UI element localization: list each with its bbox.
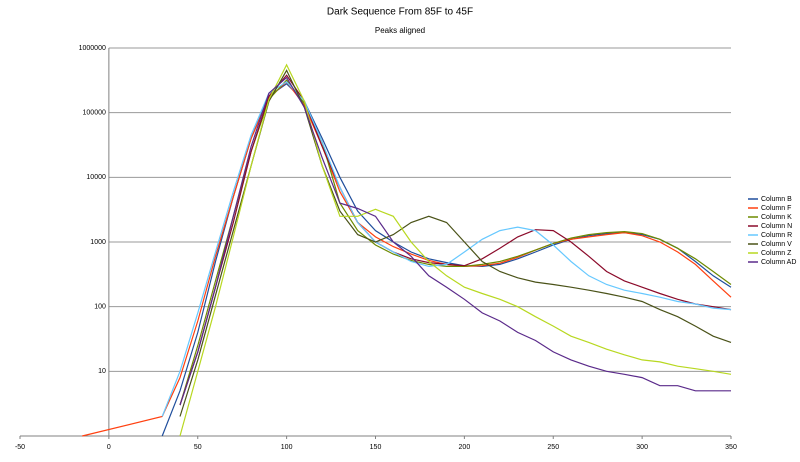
y-tick-label: 100000 [83,110,106,117]
legend-label: Column AD [761,259,796,266]
x-tick-label: 300 [636,444,648,451]
series-line [82,80,732,437]
legend-label: Column K [761,214,792,221]
legend-label: Column F [761,205,791,212]
legend-label: Column Z [761,250,792,257]
legend-label: Column R [761,232,792,239]
y-tick-label: 1000 [90,239,106,246]
y-tick-label: 1000000 [79,45,106,52]
y-tick-label: 10000 [86,174,106,181]
x-tick-label: 150 [370,444,382,451]
chart-subtitle: Peaks aligned [375,26,425,35]
legend-label: Column B [761,196,792,203]
legend-label: Column N [761,223,792,230]
legend-label: Column V [761,241,792,248]
x-tick-label: 0 [107,444,111,451]
chart-title: Dark Sequence From 85F to 45F [327,7,473,18]
y-tick-label: 100 [94,304,106,311]
x-tick-label: 250 [547,444,559,451]
x-tick-label: 200 [459,444,471,451]
y-tick-label: 10 [98,368,106,375]
series-line [179,63,732,437]
series-line [179,69,732,417]
series-line [179,76,731,406]
x-tick-label: 100 [281,444,293,451]
x-tick-label: -50 [15,444,25,451]
x-tick-label: 50 [194,444,202,451]
series-line [161,81,732,417]
x-tick-label: 350 [725,444,737,451]
